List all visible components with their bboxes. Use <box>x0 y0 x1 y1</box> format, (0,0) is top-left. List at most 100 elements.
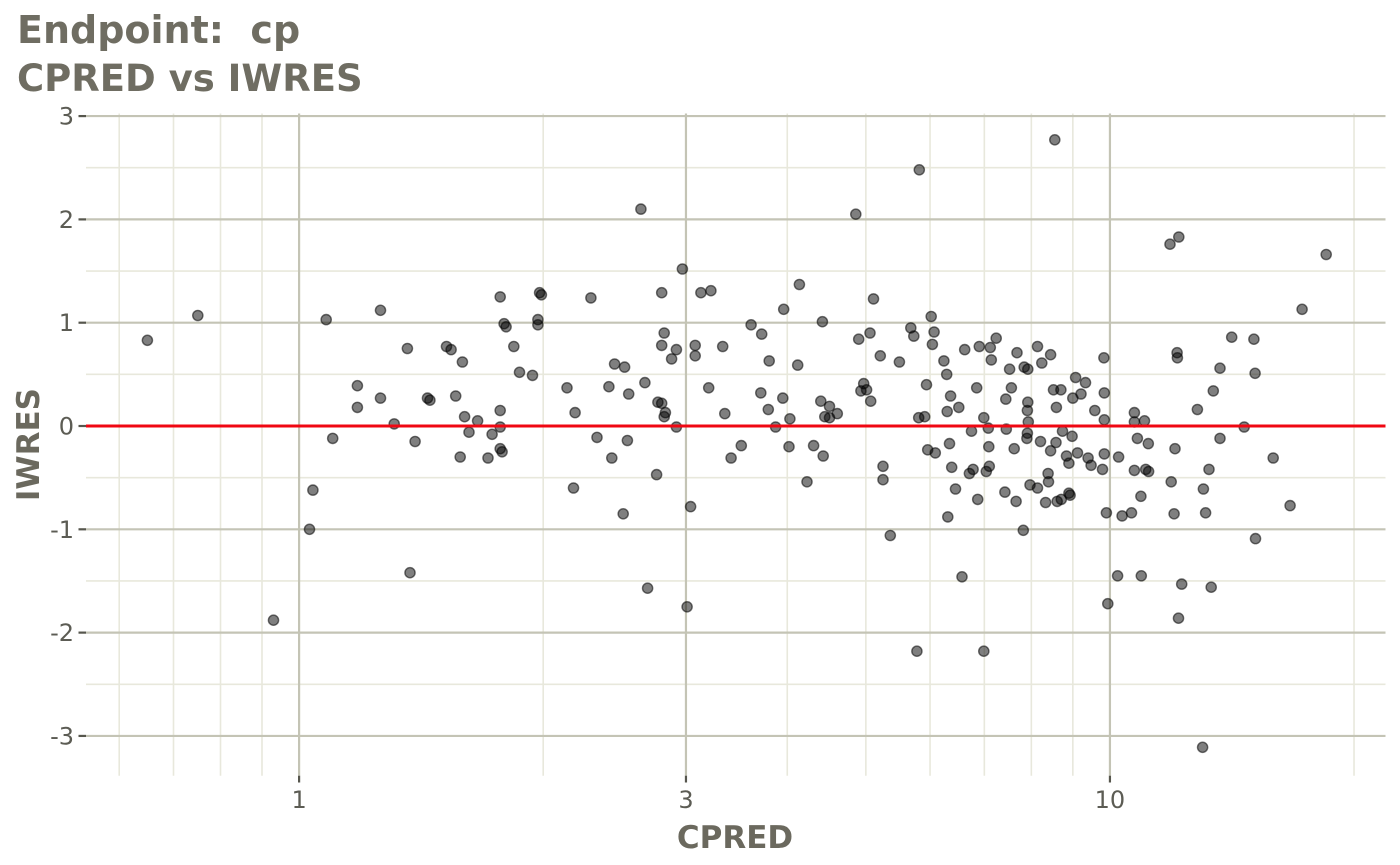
data-point <box>1100 506 1113 519</box>
data-point <box>1042 475 1055 488</box>
data-point <box>1172 612 1185 625</box>
data-point <box>965 425 978 438</box>
data-point <box>940 368 953 381</box>
data-point <box>763 355 776 367</box>
data-point <box>1131 432 1144 445</box>
minor-gridlines <box>86 113 1386 776</box>
data-point <box>424 394 436 407</box>
data-point <box>963 467 976 480</box>
data-point <box>567 482 580 494</box>
plot-subtitle: CPRED vs IWRES <box>17 57 363 100</box>
data-point <box>617 507 630 520</box>
data-point <box>1164 238 1176 250</box>
data-point <box>911 645 923 658</box>
data-point <box>1249 367 1261 380</box>
data-point <box>1071 447 1084 459</box>
y-tick-label: -2 <box>50 619 74 647</box>
data-point <box>913 163 926 176</box>
data-point <box>860 383 873 396</box>
data-point <box>816 315 829 328</box>
data-point <box>1098 413 1111 426</box>
data-point <box>1142 437 1155 450</box>
data-point <box>1050 401 1063 414</box>
data-point <box>494 291 507 303</box>
y-tick-label: 2 <box>59 206 74 234</box>
data-point <box>404 566 416 579</box>
data-point <box>755 387 767 399</box>
data-point <box>953 401 965 414</box>
data-point <box>777 303 790 316</box>
data-point <box>791 359 804 371</box>
data-point <box>702 381 715 394</box>
data-point <box>762 403 775 416</box>
data-point <box>658 410 671 423</box>
data-point <box>877 473 889 486</box>
data-point <box>978 645 990 658</box>
data-point <box>1064 489 1076 502</box>
data-point <box>1039 496 1052 509</box>
data-point <box>920 378 933 391</box>
data-point <box>984 341 997 354</box>
data-point <box>1175 578 1188 590</box>
data-point <box>635 203 647 215</box>
data-point <box>973 340 986 353</box>
data-point <box>867 293 880 305</box>
data-point <box>689 349 702 362</box>
data-point <box>454 451 467 463</box>
data-point <box>1049 133 1061 146</box>
data-point <box>1066 430 1078 443</box>
data-point <box>267 614 280 627</box>
data-point <box>1207 385 1220 397</box>
x-tick-label: 1 <box>291 786 306 814</box>
data-point <box>918 410 931 423</box>
data-point <box>705 284 717 297</box>
data-point <box>1034 435 1047 448</box>
data-point <box>815 395 827 408</box>
data-point <box>908 330 920 342</box>
data-point <box>1017 524 1030 537</box>
data-point <box>303 523 316 536</box>
data-point <box>1249 532 1262 545</box>
data-point <box>735 439 748 452</box>
data-point <box>958 343 971 356</box>
data-point <box>801 475 813 488</box>
data-point <box>507 340 520 353</box>
data-point <box>1173 231 1185 243</box>
data-point <box>191 309 204 322</box>
data-point <box>1005 381 1018 394</box>
data-point <box>526 369 539 382</box>
data-point <box>1284 499 1296 512</box>
data-point <box>942 511 954 523</box>
y-tick-label: -3 <box>50 722 74 750</box>
data-point <box>943 437 956 450</box>
y-tick-label: 3 <box>59 103 74 131</box>
data-point <box>591 431 603 444</box>
data-point <box>864 327 876 339</box>
data-point <box>956 571 968 583</box>
data-point <box>1003 363 1016 376</box>
data-point <box>532 318 544 331</box>
data-point <box>1044 444 1057 457</box>
data-point <box>608 358 621 370</box>
data-point <box>655 339 668 352</box>
data-point <box>456 356 469 368</box>
data-point <box>689 339 702 352</box>
data-point <box>401 342 414 355</box>
y-tick-label: -1 <box>50 516 74 544</box>
data-point <box>941 405 954 418</box>
data-point <box>1098 448 1111 460</box>
data-point <box>949 483 962 495</box>
data-point <box>985 354 998 366</box>
data-point <box>141 334 154 347</box>
data-point <box>1010 495 1022 508</box>
data-point <box>1197 483 1210 495</box>
data-point <box>1128 464 1141 477</box>
data-point <box>1031 340 1044 353</box>
data-point <box>1116 510 1128 522</box>
data-point <box>1075 388 1087 400</box>
data-point <box>719 407 731 420</box>
data-point <box>983 440 995 453</box>
data-point <box>1171 351 1184 364</box>
data-point <box>1320 248 1332 261</box>
